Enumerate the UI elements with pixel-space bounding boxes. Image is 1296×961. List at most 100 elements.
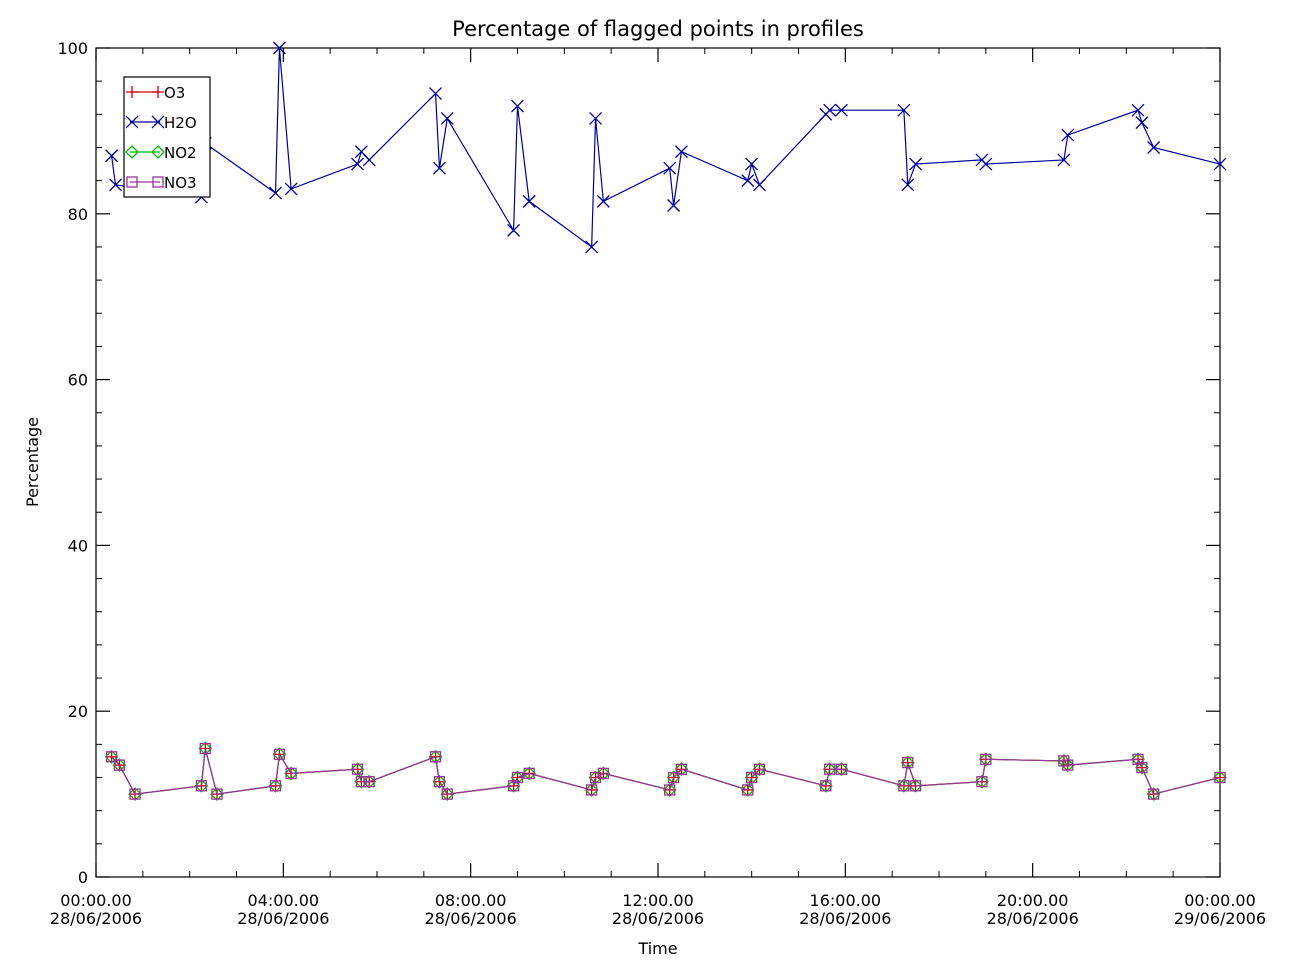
data-point — [432, 161, 446, 175]
data-point — [211, 788, 223, 800]
y-tick-label: 100 — [57, 39, 88, 58]
y-tick-label: 60 — [68, 371, 88, 390]
data-point — [667, 199, 681, 212]
x-tick-date: 28/06/2006 — [612, 909, 704, 928]
plot-frame — [95, 47, 1221, 878]
data-point — [596, 194, 610, 208]
y-tick-label: 0 — [78, 868, 88, 887]
x-tick-date: 28/06/2006 — [425, 909, 517, 928]
data-point — [586, 784, 598, 796]
plot-area: 02040608010000:00.0028/06/200604:00.0028… — [50, 39, 1266, 928]
data-point — [898, 780, 910, 792]
data-point — [742, 784, 754, 796]
y-tick-label: 20 — [68, 702, 88, 721]
chart-title: Percentage of flagged points in profiles — [452, 17, 864, 41]
data-point — [269, 780, 282, 792]
data-point — [285, 767, 297, 780]
data-point — [105, 750, 118, 763]
data-point — [129, 788, 141, 800]
data-point — [1148, 788, 1160, 800]
data-point — [433, 776, 446, 788]
legend-marker — [152, 86, 164, 98]
data-point — [746, 771, 758, 784]
data-point — [752, 762, 767, 777]
data-point — [896, 778, 911, 793]
data-point — [675, 763, 688, 775]
data-point — [355, 776, 368, 788]
data-point — [269, 186, 282, 200]
x-tick-time: 20:00.00 — [997, 891, 1069, 910]
data-point — [902, 756, 914, 769]
data-point — [908, 778, 923, 793]
data-point — [753, 178, 766, 192]
data-point — [834, 762, 849, 777]
data-point — [105, 149, 119, 163]
data-point — [273, 748, 286, 760]
legend-marker — [125, 145, 139, 159]
legend-marker — [151, 145, 165, 159]
data-point — [741, 174, 755, 188]
data-point — [429, 751, 442, 763]
data-point — [744, 770, 759, 785]
data-point — [109, 178, 122, 192]
data-point — [823, 103, 837, 117]
x-tick-time: 04:00.00 — [248, 891, 320, 910]
data-point — [441, 788, 453, 800]
data-point — [1147, 141, 1161, 154]
data-point — [104, 749, 119, 764]
data-point — [198, 741, 213, 756]
x-tick-time: 00:00.00 — [60, 891, 132, 910]
data-point — [522, 194, 536, 208]
data-point — [674, 145, 688, 159]
legend-marker — [152, 176, 164, 188]
data-point — [745, 157, 759, 171]
data-point — [268, 778, 283, 793]
data-point — [1131, 103, 1145, 117]
data-point — [834, 103, 848, 117]
data-point — [112, 758, 127, 773]
data-point — [824, 763, 836, 775]
legend-label: O3 — [164, 84, 185, 102]
data-point — [199, 742, 211, 755]
series-no3 — [105, 742, 1226, 800]
data-point — [284, 766, 299, 781]
x-tick-date: 28/06/2006 — [799, 909, 891, 928]
data-point — [975, 774, 989, 789]
data-point — [978, 752, 993, 767]
data-point — [740, 783, 755, 797]
data-point — [1135, 760, 1149, 775]
data-point — [351, 157, 364, 171]
x-tick-date: 28/06/2006 — [987, 909, 1079, 928]
data-point — [428, 749, 443, 764]
data-point — [976, 776, 988, 788]
data-point — [429, 87, 443, 101]
data-point — [1213, 770, 1227, 785]
series-line — [111, 47, 1221, 249]
data-point — [511, 771, 524, 784]
data-point — [909, 157, 923, 171]
data-point — [753, 763, 766, 775]
data-point — [128, 787, 142, 802]
x-tick-time: 16:00.00 — [810, 891, 882, 910]
legend-box — [123, 76, 211, 198]
data-point — [523, 767, 535, 780]
x-tick-time: 00:00.00 — [1184, 891, 1256, 910]
data-point — [350, 762, 365, 777]
series-h2o — [105, 41, 1227, 254]
x-tick-time: 08:00.00 — [435, 891, 507, 910]
legend-marker — [126, 176, 138, 188]
data-point — [900, 755, 915, 770]
data-point — [351, 763, 364, 775]
series-no2 — [104, 741, 1227, 802]
data-point — [507, 780, 520, 792]
data-point — [662, 783, 677, 797]
data-point — [596, 766, 611, 781]
data-point — [980, 753, 992, 765]
y-tick-label: 40 — [68, 536, 88, 555]
data-point — [195, 780, 208, 792]
data-point — [584, 783, 599, 797]
data-point — [272, 41, 286, 55]
legend-marker — [125, 115, 139, 129]
data-point — [440, 112, 454, 125]
